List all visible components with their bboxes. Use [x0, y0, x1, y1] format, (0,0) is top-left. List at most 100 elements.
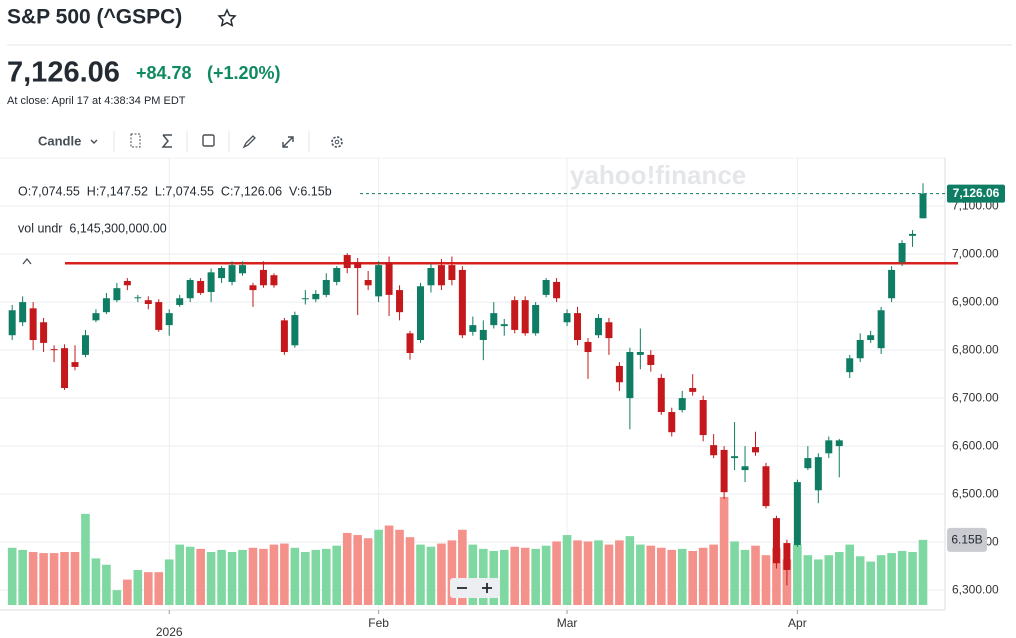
candle-body: [29, 308, 37, 341]
candle-body: [867, 335, 875, 341]
candle-body: [165, 313, 173, 326]
candle-body: [814, 457, 822, 491]
volume-bar: [866, 561, 875, 605]
volume-bar: [185, 546, 195, 605]
chart-type-menu[interactable]: Candle: [38, 133, 81, 148]
candle-body: [333, 268, 341, 282]
volume-bar: [248, 547, 258, 605]
candle-body: [500, 324, 508, 327]
candle-body: [731, 456, 739, 459]
volume-bar: [39, 553, 48, 605]
draw-icon[interactable]: [242, 135, 256, 149]
volume-bar: [280, 543, 289, 605]
candle-body: [615, 365, 623, 383]
price-change-pct: (+1.20%): [207, 63, 281, 83]
ohlc-legend: O:7,074.55 H:7,147.52 L:7,074.55 C:7,126…: [18, 184, 332, 198]
volume-bar: [70, 552, 80, 605]
volume-bar: [698, 547, 708, 605]
candle-body: [804, 458, 812, 469]
candle-body: [521, 300, 529, 334]
candle-body: [584, 341, 592, 353]
candle-body: [354, 262, 362, 269]
volume-bar: [269, 544, 279, 605]
indicators-icon[interactable]: [161, 134, 172, 148]
candle-body: [50, 349, 58, 351]
volume-bar: [196, 548, 205, 605]
volume-bar: [301, 552, 310, 605]
candle-body: [291, 315, 299, 346]
volume-bar: [667, 549, 677, 605]
candle-body: [699, 400, 707, 436]
candle-body: [720, 449, 728, 493]
volume-layer: [7, 496, 928, 605]
volume-bar: [479, 548, 488, 605]
candle-body: [542, 280, 550, 295]
grid-layer: [0, 158, 945, 614]
volume-bar: [719, 496, 729, 605]
settings-icon[interactable]: [331, 136, 343, 148]
volume-bar: [541, 545, 551, 605]
volume-bar: [416, 544, 425, 605]
volume-bar: [646, 545, 656, 605]
volume-bar: [876, 555, 886, 605]
candle-body: [678, 398, 686, 411]
volume-bar: [374, 529, 383, 605]
candle-body: [668, 412, 676, 433]
volume-bar: [112, 590, 122, 605]
compare-icon[interactable]: [130, 133, 141, 148]
y-tick-label: 6,800.00: [952, 342, 999, 356]
y-tick-label: 6,600.00: [952, 438, 999, 452]
candle-body: [322, 280, 330, 295]
candle-body: [144, 300, 152, 305]
volume-bar: [405, 537, 415, 605]
label-layer: 6,300.006,400.006,500.006,600.006,700.00…: [156, 184, 1005, 638]
volume-bar: [102, 564, 111, 605]
candle-body: [741, 466, 749, 471]
candle-body: [448, 265, 456, 281]
candle-body: [396, 290, 404, 313]
candle-body: [301, 298, 309, 300]
volume-bar: [552, 541, 561, 605]
volume-bar: [123, 579, 132, 605]
candle-body: [626, 352, 634, 399]
candle-body: [427, 268, 435, 286]
fullscreen-icon[interactable]: [282, 136, 294, 148]
volume-bar: [615, 540, 624, 605]
volume-bar: [489, 550, 499, 605]
price-change: +84.78: [136, 63, 192, 83]
candle-body: [563, 313, 571, 323]
volume-bar: [677, 548, 687, 605]
candle-body: [898, 243, 906, 263]
volume-bar: [18, 549, 27, 605]
candle-body: [123, 280, 131, 286]
volume-bar: [499, 549, 509, 605]
candle-body: [594, 317, 602, 336]
y-tick-label: 6,500.00: [952, 486, 999, 500]
volume-bar: [259, 548, 268, 605]
candle-body: [888, 269, 896, 299]
candle-body: [825, 440, 833, 454]
events-icon[interactable]: [202, 134, 215, 147]
candle-body: [312, 293, 320, 300]
volume-bar: [814, 559, 823, 605]
volume-bar: [437, 543, 446, 605]
candle-body: [909, 233, 917, 236]
candle-body: [636, 352, 644, 355]
volume-bar: [133, 570, 143, 605]
volume-bar: [908, 552, 917, 605]
candle-body: [647, 354, 655, 365]
volume-bar: [845, 544, 855, 605]
candle-body: [710, 445, 718, 456]
volume-bar: [49, 553, 59, 605]
candle-body: [605, 322, 613, 339]
collapse-legend[interactable]: [22, 257, 32, 265]
candle-body: [364, 280, 372, 286]
watchlist-star[interactable]: [217, 8, 237, 27]
volume-bar: [803, 555, 813, 605]
volume-bar: [520, 547, 530, 605]
volume-bar: [321, 548, 331, 605]
candle-body: [155, 302, 163, 330]
candle-body: [385, 262, 393, 295]
